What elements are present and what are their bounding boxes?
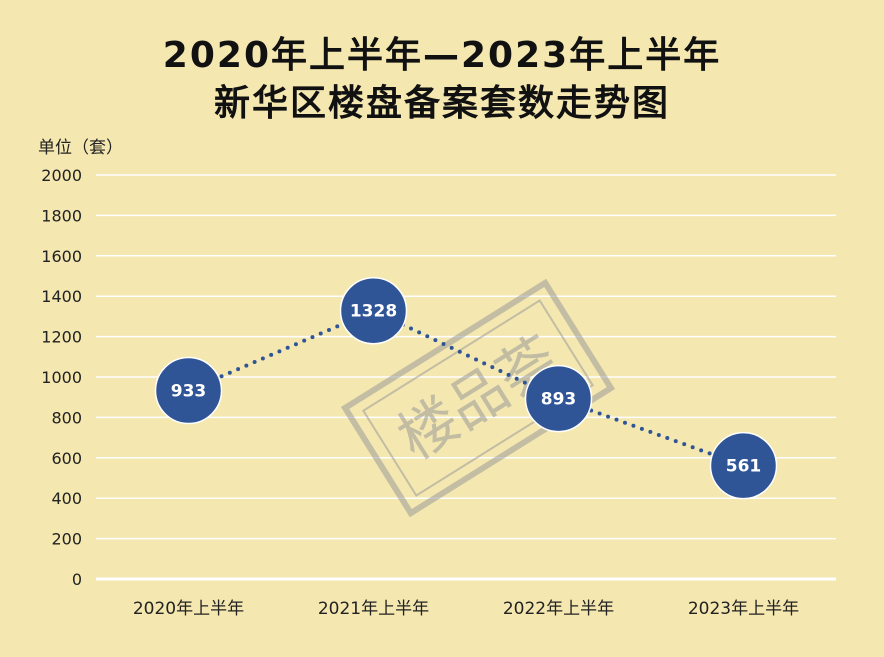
y-tick-label: 2000 — [41, 166, 82, 185]
data-point-marker — [524, 364, 593, 433]
data-label: 561 — [726, 457, 762, 477]
x-category-label: 2023年上半年 — [688, 599, 799, 619]
x-category-label: 2020年上半年 — [133, 599, 244, 619]
series-line — [186, 308, 746, 468]
y-tick-label: 1200 — [41, 328, 82, 347]
data-label: 933 — [171, 382, 207, 402]
y-tick-label: 200 — [51, 530, 82, 549]
data-label: 1328 — [350, 302, 397, 322]
y-tick-labels: 0 200 400 600 800 1000 1200 1400 1600 1800 2000 — [41, 166, 82, 589]
data-points: 933 1328 893 561 — [154, 276, 778, 500]
data-point-marker — [709, 431, 778, 500]
y-tick-label: 1600 — [41, 247, 82, 266]
y-tick-label: 1400 — [41, 287, 82, 306]
data-point-marker — [339, 276, 408, 345]
y-tick-label: 800 — [51, 408, 82, 427]
x-category-labels: 2020年上半年 2021年上半年 2022年上半年 2023年上半年 — [133, 599, 799, 619]
y-tick-label: 400 — [51, 489, 82, 508]
chart-title-line2: 新华区楼盘备案套数走势图 — [213, 83, 670, 124]
chart-title-line1: 2020年上半年—2023年上半年 — [162, 35, 722, 76]
y-tick-label: 1800 — [41, 206, 82, 225]
y-tick-label: 0 — [72, 570, 82, 589]
series-line-path — [186, 308, 746, 468]
y-axis-unit-label: 单位（套） — [38, 138, 123, 158]
y-tick-label: 600 — [51, 449, 82, 468]
x-category-label: 2021年上半年 — [318, 599, 429, 619]
data-point-marker — [154, 356, 223, 425]
y-tick-label: 1000 — [41, 368, 82, 387]
x-category-label: 2022年上半年 — [503, 599, 614, 619]
data-label: 893 — [541, 390, 577, 410]
